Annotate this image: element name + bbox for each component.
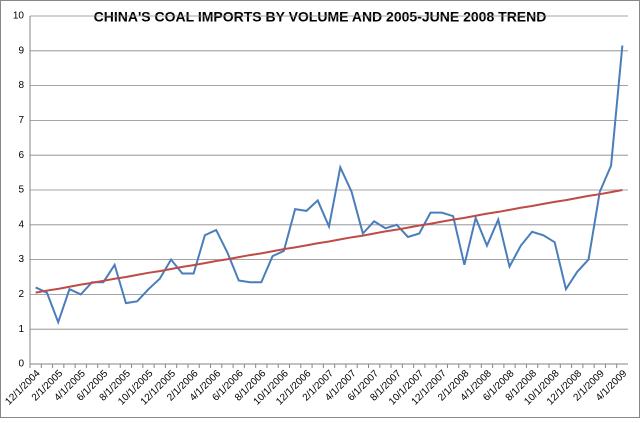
chart-title: CHINA'S COAL IMPORTS BY VOLUME AND 2005-… <box>94 9 547 25</box>
y-tick-label: 10 <box>13 11 25 22</box>
y-tick-label: 0 <box>18 359 24 370</box>
series-line <box>35 189 623 294</box>
series-line <box>35 45 624 326</box>
y-tick-label: 4 <box>18 219 24 230</box>
y-tick-label: 6 <box>18 150 24 161</box>
y-tick-label: 5 <box>18 185 24 196</box>
y-tick-label: 2 <box>18 289 24 300</box>
y-tick-label: 9 <box>18 45 24 56</box>
y-tick-label: 1 <box>18 324 24 335</box>
y-tick-label: 8 <box>18 80 24 91</box>
y-tick-label: 7 <box>18 115 24 126</box>
y-tick-label: 3 <box>18 254 24 265</box>
